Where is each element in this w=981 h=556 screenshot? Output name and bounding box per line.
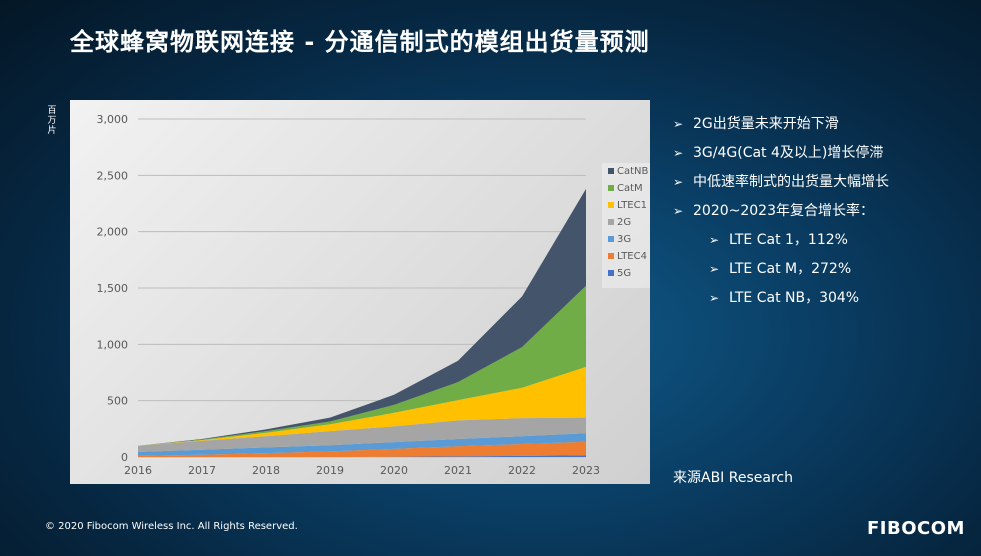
legend-label: CatNB (617, 166, 649, 177)
x-tick-label: 2021 (444, 464, 472, 477)
x-tick-label: 2018 (252, 464, 280, 477)
bullet-list: ➢ 2G出货量未来开始下滑 ➢ 3G/4G(Cat 4及以上)增长停滞 ➢ 中低速率制… (673, 110, 889, 313)
gridlines (138, 118, 586, 458)
bullet-text: 3G/4G(Cat 4及以上)增长停滞 (693, 145, 884, 161)
legend: CatNB CatM LTEC1 2G 3G LTEC4 5G (602, 163, 650, 288)
x-tick-label: 2020 (380, 464, 408, 477)
legend-label: LTEC4 (617, 251, 647, 262)
legend-swatch (608, 202, 614, 208)
legend-swatch (608, 236, 614, 242)
bullet-item: ➢ 2G出货量未来开始下滑 (673, 110, 889, 139)
x-tick-label: 2016 (124, 464, 152, 477)
bullet-item: ➢ 2020~2023年复合增长率： (673, 197, 889, 226)
area-series-3g (138, 433, 586, 456)
arrow-icon: ➢ (673, 117, 684, 131)
legend-label: 2G (617, 217, 631, 228)
bullet-subitem: ➢ LTE Cat M，272% (673, 255, 889, 284)
y-tick-label: 3,000 (97, 113, 129, 126)
area-series-2g (138, 417, 586, 452)
legend-swatch (608, 185, 614, 191)
y-tick-label: 0 (121, 451, 128, 464)
y-tick-label: 500 (107, 395, 128, 408)
bullet-text: LTE Cat M，272% (729, 261, 852, 277)
bullet-item: ➢ 中低速率制式的出货量大幅增长 (673, 168, 889, 197)
legend-swatch (608, 219, 614, 225)
bullet-text: 2G出货量未来开始下滑 (693, 116, 839, 132)
x-tick-label: 2023 (572, 464, 600, 477)
arrow-icon: ➢ (709, 233, 720, 247)
bullet-text: 2020~2023年复合增长率： (693, 203, 874, 219)
legend-label: CatM (617, 183, 643, 194)
y-tick-label: 1,500 (97, 282, 129, 295)
arrow-icon: ➢ (709, 291, 720, 305)
fibocom-logo: FIBOCOM (867, 518, 965, 539)
stacked-area-chart: 0 500 1,000 1,500 2,000 2,500 3,000 2016 2017 201… (97, 113, 650, 477)
y-tick-label: 2,000 (97, 226, 129, 239)
chart-panel: 0 500 1,000 1,500 2,000 2,500 3,000 2016 2017 201… (70, 100, 650, 484)
x-tick-label: 2022 (508, 464, 536, 477)
arrow-icon: ➢ (709, 262, 720, 276)
areas (138, 188, 586, 457)
bullet-text: LTE Cat NB，304% (729, 290, 860, 306)
arrow-icon: ➢ (673, 146, 684, 160)
y-tick-label: 2,500 (97, 169, 129, 182)
copyright-text: © 2020 Fibocom Wireless Inc. All Rights … (45, 521, 298, 532)
area-series-5g (138, 455, 586, 457)
axes: 0 500 1,000 1,500 2,000 2,500 3,000 2016 2017 201… (97, 113, 601, 477)
legend-box (602, 163, 650, 288)
bullet-subitem: ➢ LTE Cat 1，112% (673, 226, 889, 255)
source-note: 来源ABI Research (673, 470, 793, 486)
legend-swatch (608, 168, 614, 174)
area-series-catm (138, 285, 586, 446)
bullet-item: ➢ 3G/4G(Cat 4及以上)增长停滞 (673, 139, 889, 168)
arrow-icon: ➢ (673, 175, 684, 189)
legend-label: 5G (617, 268, 631, 279)
y-axis-unit-label: 百万片 (47, 106, 57, 136)
legend-swatch (608, 270, 614, 276)
x-tick-label: 2019 (316, 464, 344, 477)
bullet-text: LTE Cat 1，112% (729, 232, 848, 248)
legend-swatch (608, 253, 614, 259)
arrow-icon: ➢ (673, 204, 684, 218)
area-series-ltec4 (138, 441, 586, 457)
legend-label: 3G (617, 234, 631, 245)
legend-label: LTEC1 (617, 200, 647, 211)
slide-title: 全球蜂窝物联网连接 - 分通信制式的模组出货量预测 (70, 28, 650, 56)
y-tick-label: 1,000 (97, 338, 129, 351)
x-tick-label: 2017 (188, 464, 216, 477)
bullet-text: 中低速率制式的出货量大幅增长 (693, 174, 889, 190)
area-series-ltec1 (138, 366, 586, 446)
bullet-subitem: ➢ LTE Cat NB，304% (673, 284, 889, 313)
